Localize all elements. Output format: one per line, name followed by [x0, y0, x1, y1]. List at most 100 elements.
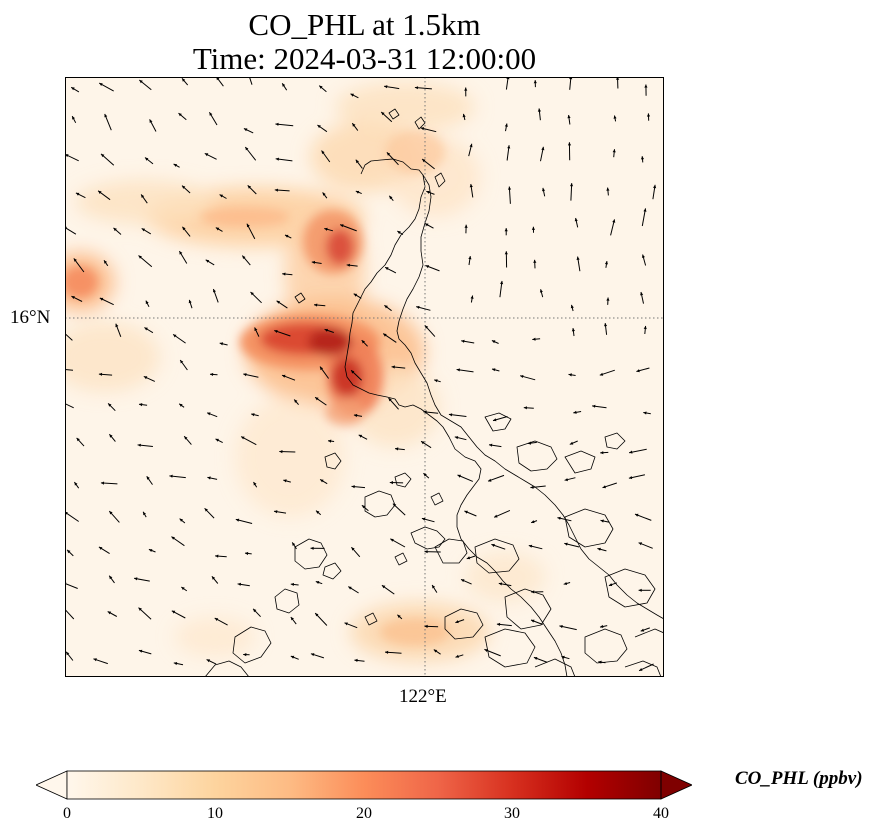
map-frame: [65, 77, 664, 677]
wind-vector-arrowhead: [564, 542, 568, 546]
wind-vector-arrowhead: [178, 113, 182, 117]
wind-vector-arrowhead: [567, 115, 571, 119]
wind-vector-arrowhead: [109, 511, 113, 515]
wind-vector-arrowhead: [397, 614, 401, 618]
wind-vector-arrowhead: [169, 474, 173, 478]
wind-vector-arrowhead: [570, 183, 574, 187]
wind-vector-arrowhead: [508, 186, 512, 190]
wind-vector-arrowhead: [392, 503, 397, 507]
wind-vector-arrowhead: [184, 436, 188, 440]
wind-vector-arrowhead: [455, 654, 459, 658]
wind-vector-arrowhead: [138, 607, 142, 611]
colorbar-extend-high: [660, 770, 692, 800]
wind-vector-arrowhead: [434, 379, 438, 383]
wind-vector-arrowhead: [351, 485, 355, 489]
wind-vector-arrowhead: [567, 142, 572, 146]
wind-vector-arrowhead: [600, 624, 604, 628]
wind-vector-arrowhead: [138, 255, 142, 259]
colorbar-tick-0: 0: [63, 805, 71, 822]
wind-vector-arrowhead: [423, 410, 427, 414]
wind-vector-arrowhead: [462, 113, 466, 118]
colorbar-label: CO_PHL (ppbv): [735, 768, 863, 789]
wind-vector-arrowhead: [643, 411, 647, 415]
wind-vector-arrowhead: [317, 125, 321, 129]
wind-vector-arrowhead: [319, 85, 323, 89]
wind-vector-arrowhead: [243, 653, 247, 657]
wind-vector-arrowhead: [420, 127, 425, 131]
wind-vector-arrowhead: [290, 582, 294, 586]
wind-vector-arrowhead: [635, 513, 639, 517]
wind-vector-arrowhead: [144, 327, 148, 331]
colorbar: [36, 770, 692, 800]
wind-vector-arrowhead: [275, 122, 279, 126]
wind-vector-arrowhead: [115, 323, 119, 328]
wind-vector-arrowhead: [76, 437, 80, 442]
wind-vector-arrowhead: [386, 152, 391, 156]
wind-vector-arrowhead: [321, 150, 325, 154]
wind-vector-arrowhead: [107, 611, 112, 615]
wind-vector-arrowhead: [421, 441, 425, 445]
wind-vector-arrowhead: [389, 195, 393, 200]
longitude-tick-label: 122°E: [399, 686, 447, 707]
wind-vector-arrowhead: [282, 272, 286, 276]
wind-vector-arrowhead: [245, 551, 249, 556]
wind-vector-arrowhead: [504, 123, 508, 127]
wind-vector-arrowhead: [179, 403, 183, 407]
wind-vector-arrowhead: [99, 83, 103, 86]
wind-vector-arrowhead: [209, 112, 213, 116]
wind-vector-arrowhead: [275, 157, 279, 161]
wind-vector-arrowhead: [571, 328, 575, 332]
wind-vector-arrowhead: [491, 543, 495, 547]
wind-vector-shaft: [248, 77, 253, 85]
wind-vector-arrowhead: [496, 622, 501, 626]
wind-vector-arrowhead: [383, 333, 387, 337]
wind-vector-arrowhead: [539, 289, 543, 293]
wind-vector-arrowhead: [292, 542, 296, 546]
wind-vector-arrowhead: [493, 418, 497, 422]
wind-vector-arrowhead: [282, 374, 286, 378]
wind-vector-arrowhead: [424, 550, 428, 554]
wind-vector-arrowhead: [75, 192, 80, 196]
wind-vector-arrowhead: [316, 510, 320, 514]
wind-vector-arrowhead: [245, 147, 249, 151]
wind-vector-arrowhead: [290, 617, 294, 621]
wind-vector-arrowhead: [464, 224, 468, 228]
wind-vector-arrowhead: [171, 610, 176, 614]
wind-vector-arrowhead: [237, 582, 241, 586]
wind-vector-arrowhead: [433, 649, 438, 653]
wind-vector-arrowhead: [504, 228, 508, 232]
wind-vector-arrowhead: [173, 164, 178, 167]
wind-vector-arrowhead: [541, 146, 545, 151]
wind-vector-arrowhead: [520, 375, 524, 378]
wind-vector-arrowhead: [214, 618, 219, 621]
wind-vector-arrowhead: [523, 406, 527, 410]
wind-vector-arrowhead: [466, 556, 471, 560]
wind-vector-arrowhead: [643, 208, 647, 212]
wind-vector-arrowhead: [138, 649, 143, 653]
wind-vector-arrowhead: [361, 340, 365, 344]
wind-vector-arrowhead: [531, 226, 535, 230]
wind-vector-arrowhead: [528, 544, 533, 548]
wind-vector-arrowhead: [205, 259, 210, 263]
wind-vector-arrowhead: [470, 295, 474, 299]
coastlines: [204, 108, 664, 677]
wind-vector-arrowhead: [322, 192, 326, 196]
wind-vector-field: [65, 77, 657, 672]
wind-vector-arrowhead: [421, 517, 426, 521]
colorbar-extend-low: [36, 770, 68, 800]
wind-vector-arrowhead: [182, 78, 186, 82]
wind-vector-arrowhead: [638, 542, 643, 546]
wind-vector-shaft: [65, 403, 74, 409]
wind-vector-arrowhead: [324, 227, 328, 231]
wind-vector-arrowhead: [537, 108, 541, 112]
wind-vector-arrowhead: [641, 254, 645, 258]
wind-vector-arrowhead: [568, 373, 572, 377]
map-time-title: Time: 2024-03-31 12:00:00: [192, 41, 537, 76]
wind-vector-arrowhead: [533, 657, 538, 660]
wind-vector-arrowhead: [246, 223, 250, 228]
wind-vector-arrowhead: [416, 305, 420, 309]
wind-vector-arrowhead: [385, 267, 389, 271]
wind-vector-arrowhead: [457, 474, 461, 478]
wind-vector-arrowhead: [139, 403, 143, 407]
wind-vector-arrowhead: [488, 478, 492, 482]
